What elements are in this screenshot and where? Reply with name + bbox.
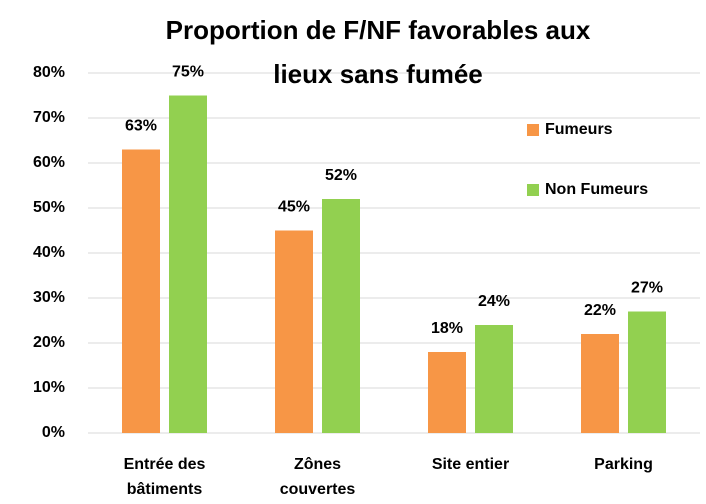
- y-tick-label: 50%: [33, 199, 65, 216]
- y-tick-label: 10%: [33, 379, 65, 396]
- data-label: 22%: [584, 302, 616, 319]
- legend-swatch: [527, 124, 539, 136]
- legend-label: Non Fumeurs: [545, 181, 648, 198]
- y-tick-label: 20%: [33, 334, 65, 351]
- bar: [428, 352, 466, 433]
- bar: [628, 311, 666, 433]
- chart-title: Proportion de F/NF favorables aux: [166, 15, 591, 45]
- y-tick-label: 70%: [33, 109, 65, 126]
- data-label: 27%: [631, 280, 663, 297]
- bar: [275, 230, 313, 433]
- data-label: 75%: [172, 64, 204, 81]
- bar: [475, 325, 513, 433]
- data-label: 24%: [478, 293, 510, 310]
- bar: [169, 95, 207, 433]
- x-tick-label: Entrée des: [124, 456, 206, 473]
- x-tick-label: Zônes: [294, 456, 341, 473]
- data-label: 45%: [278, 199, 310, 216]
- data-label: 63%: [125, 118, 157, 135]
- x-tick-label: Parking: [594, 456, 653, 473]
- legend-swatch: [527, 184, 539, 196]
- data-label: 18%: [431, 320, 463, 337]
- x-tick-label: Site entier: [432, 456, 509, 473]
- y-tick-label: 80%: [33, 64, 65, 81]
- y-tick-label: 60%: [33, 154, 65, 171]
- data-label: 52%: [325, 167, 357, 184]
- y-tick-label: 40%: [33, 244, 65, 261]
- legend-label: Fumeurs: [545, 121, 613, 138]
- bar: [322, 199, 360, 433]
- y-tick-label: 0%: [42, 424, 65, 441]
- x-tick-label: bâtiments: [127, 481, 203, 498]
- x-tick-label: couvertes: [280, 481, 356, 498]
- bar: [581, 334, 619, 433]
- chart-title: lieux sans fumée: [273, 59, 483, 89]
- y-tick-label: 30%: [33, 289, 65, 306]
- bar: [122, 149, 160, 433]
